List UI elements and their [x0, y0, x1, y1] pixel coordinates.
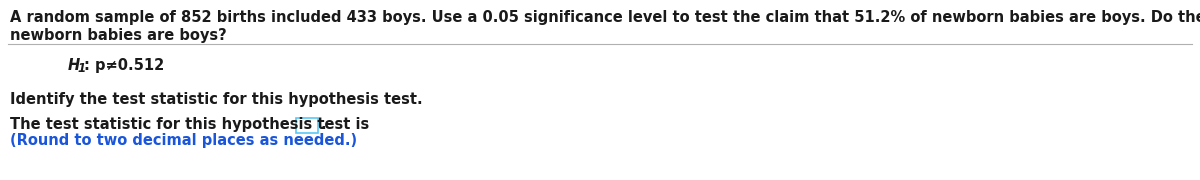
Text: newborn babies are boys?: newborn babies are boys? — [10, 28, 227, 43]
Text: A random sample of 852 births included 433 boys. Use a 0.05 significance level t: A random sample of 852 births included 4… — [10, 10, 1200, 25]
Text: Identify the test statistic for this hypothesis test.: Identify the test statistic for this hyp… — [10, 92, 422, 107]
Text: .: . — [320, 117, 325, 132]
Text: The test statistic for this hypothesis test is: The test statistic for this hypothesis t… — [10, 117, 370, 132]
Text: 1: 1 — [77, 62, 85, 75]
Text: (Round to two decimal places as needed.): (Round to two decimal places as needed.) — [10, 133, 358, 148]
Text: : p≠0.512: : p≠0.512 — [84, 58, 164, 73]
Text: H: H — [68, 58, 80, 73]
